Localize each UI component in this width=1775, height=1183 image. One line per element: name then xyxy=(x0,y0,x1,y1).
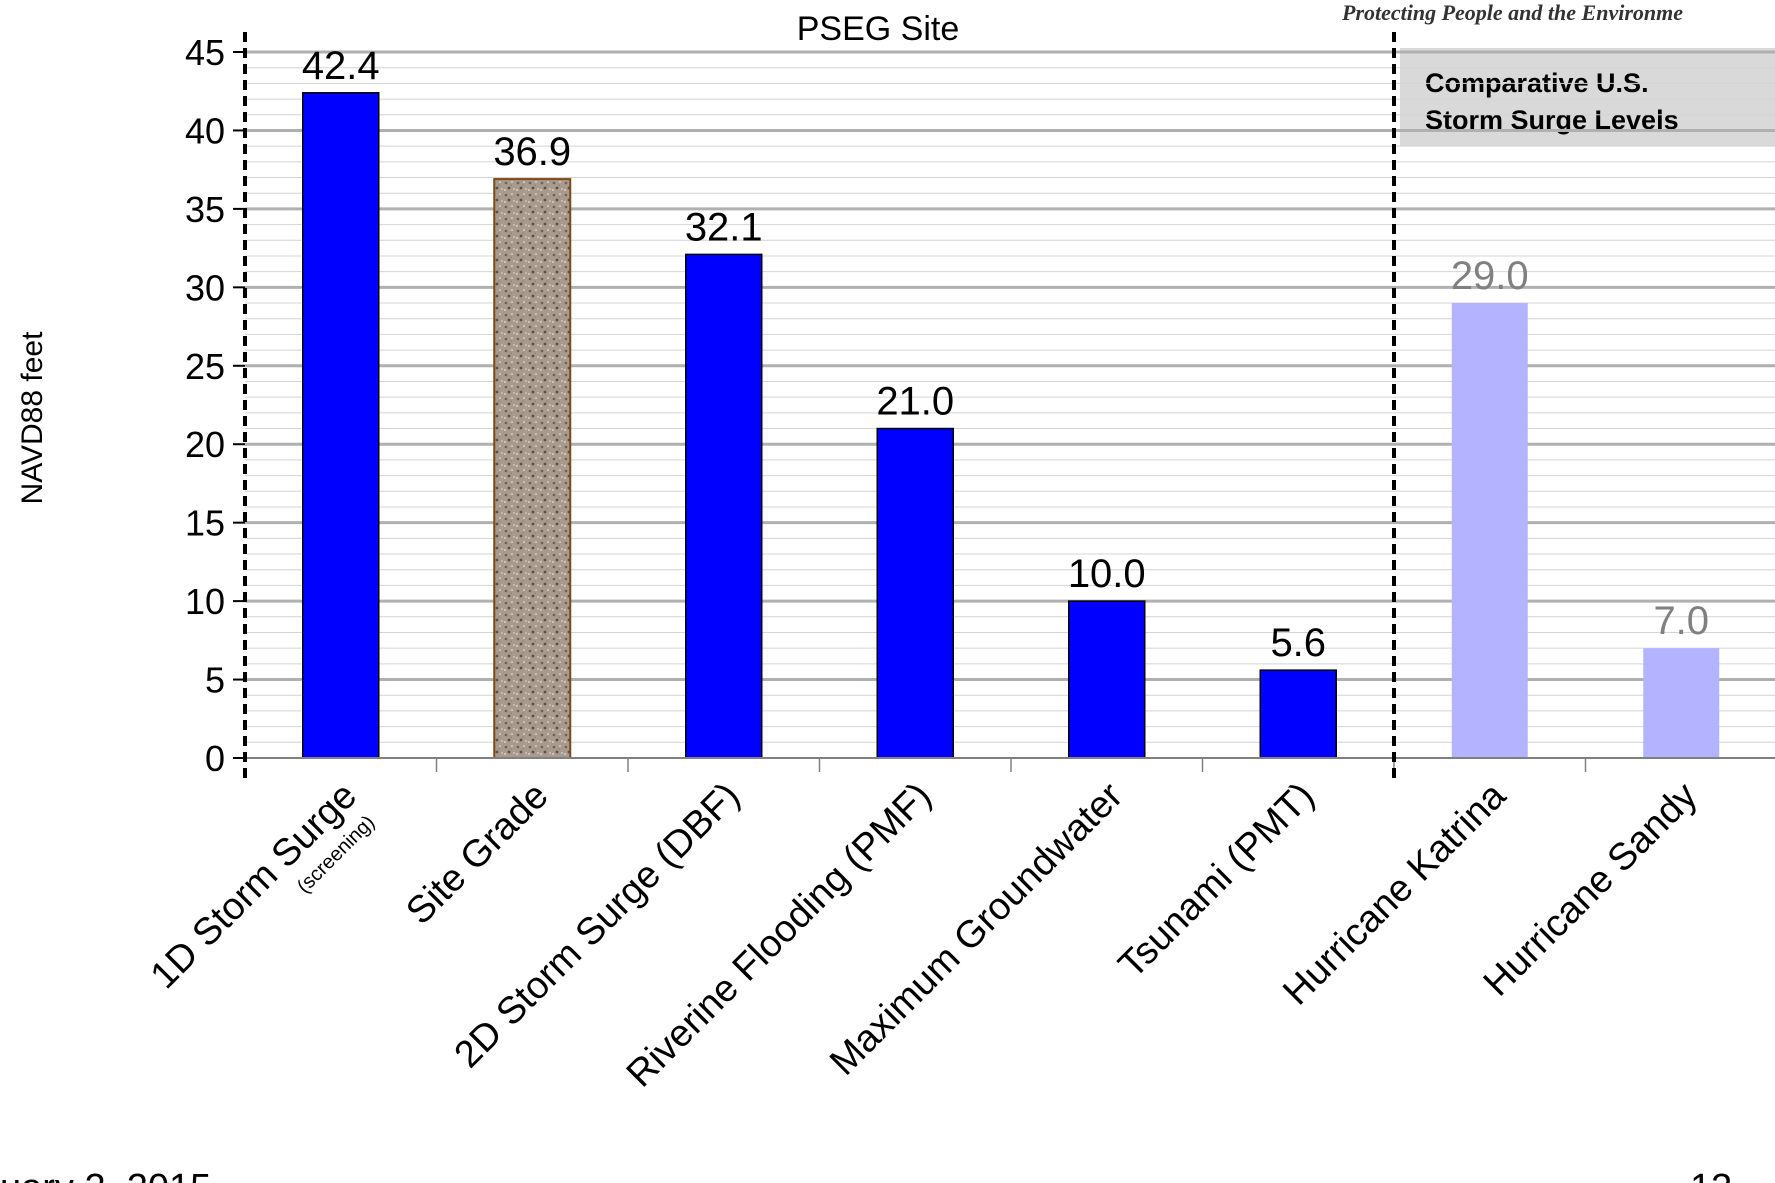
footer-page-number: 13 xyxy=(1690,1167,1732,1183)
category-label-group-1: Site Grade xyxy=(398,775,556,933)
bars xyxy=(302,92,1720,759)
bar-4 xyxy=(1068,600,1146,759)
value-label-2: 32.1 xyxy=(685,205,763,249)
bar-7 xyxy=(1643,648,1720,758)
value-label-4: 10.0 xyxy=(1068,552,1146,596)
gridlines xyxy=(245,50,1775,743)
category-label-group-0: 1D Storm Surge(screening) xyxy=(143,775,379,997)
value-label-3: 21.0 xyxy=(876,380,954,424)
category-label-7: Hurricane Sandy xyxy=(1476,775,1706,1005)
footer-date: uary 2, 2015 xyxy=(0,1167,211,1183)
value-label-6: 29.0 xyxy=(1451,254,1529,298)
y-tick-label: 5 xyxy=(205,660,225,701)
category-label-1: Site Grade xyxy=(398,775,556,933)
bar-5 xyxy=(1259,669,1337,759)
category-label-group-3: Riverine Flooding (PMF) xyxy=(619,775,940,1096)
y-tick-label: 30 xyxy=(185,267,225,308)
bar-3 xyxy=(876,427,954,759)
bar-6 xyxy=(1451,303,1528,758)
chart-title: PSEG Site xyxy=(797,10,960,48)
value-label-0: 42.4 xyxy=(302,44,380,88)
category-label-3: Riverine Flooding (PMF) xyxy=(619,775,940,1096)
value-label-5: 5.6 xyxy=(1270,621,1326,665)
axes xyxy=(233,32,1775,782)
y-tick-label: 20 xyxy=(185,424,225,465)
bar-0 xyxy=(302,92,380,759)
y-axis-label: NAVD88 feet xyxy=(16,331,49,505)
y-tick-label: 45 xyxy=(185,32,225,73)
value-label-7: 7.0 xyxy=(1653,599,1709,643)
y-tick-label: 0 xyxy=(205,738,225,779)
category-label-group-7: Hurricane Sandy xyxy=(1476,775,1706,1005)
y-tick-label: 35 xyxy=(185,189,225,230)
bar-2 xyxy=(685,253,763,759)
y-tick-label: 40 xyxy=(185,110,225,151)
category-label-group-5: Tsunami (PMT) xyxy=(1111,775,1323,987)
bar-1 xyxy=(493,178,572,759)
tagline-text: Protecting People and the Environme xyxy=(1341,0,1683,25)
y-tick-label: 10 xyxy=(185,581,225,622)
y-tick-label: 15 xyxy=(185,503,225,544)
value-label-1: 36.9 xyxy=(493,130,571,174)
category-label-0: 1D Storm Surge xyxy=(143,775,365,997)
category-label-5: Tsunami (PMT) xyxy=(1111,775,1323,987)
y-tick-label: 25 xyxy=(185,346,225,387)
